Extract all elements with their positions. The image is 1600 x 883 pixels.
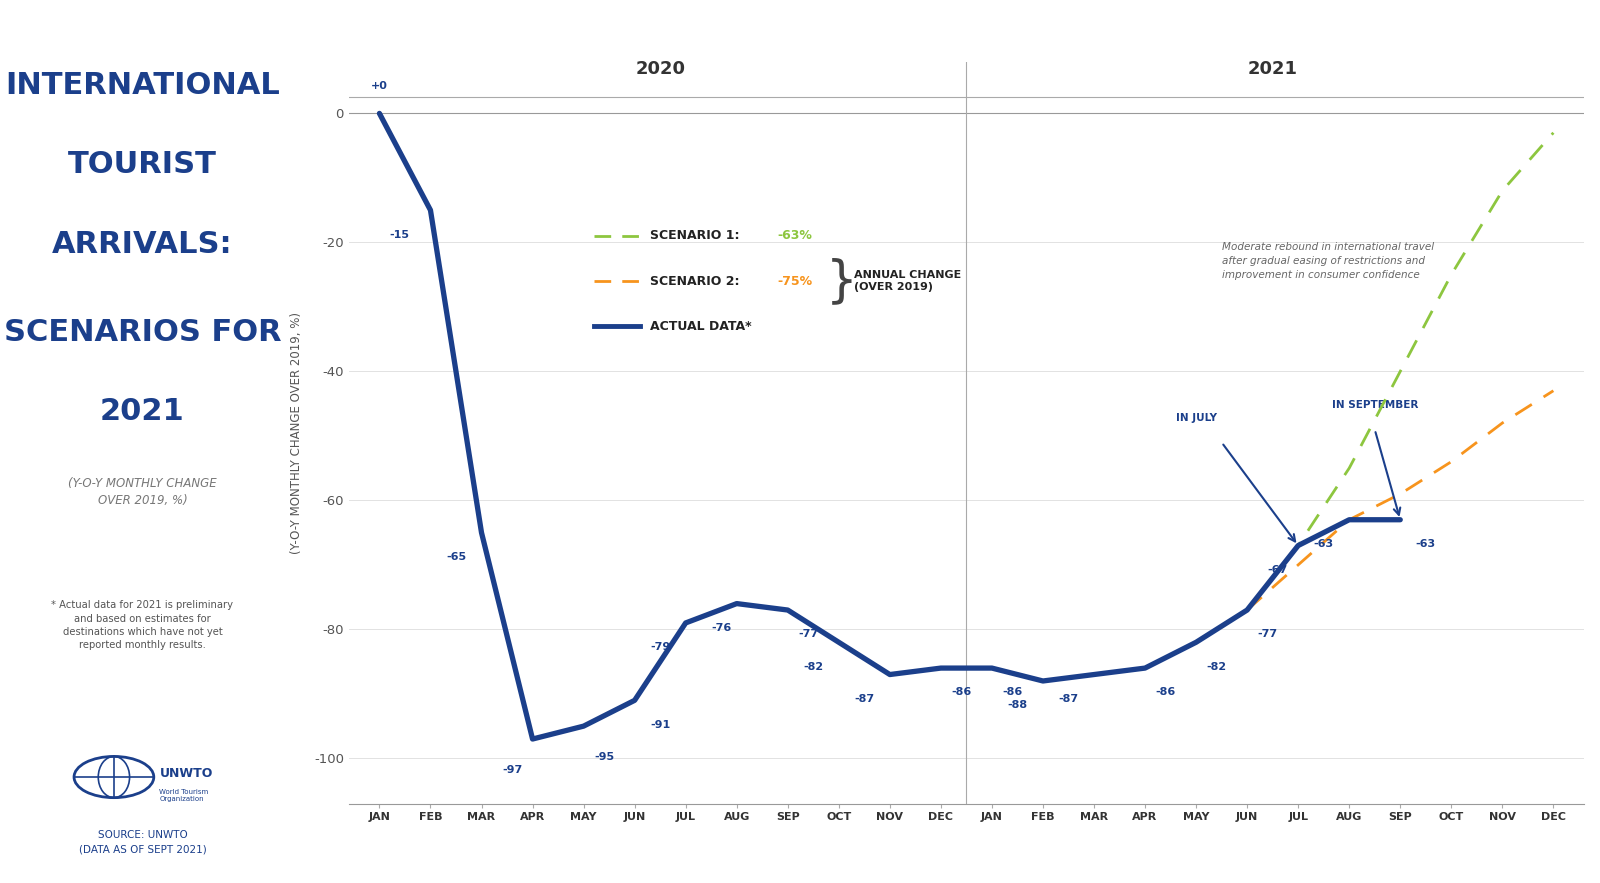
Text: ACTUAL DATA*: ACTUAL DATA* (650, 320, 752, 333)
Text: SOURCE: UNWTO
(DATA AS OF SEPT 2021): SOURCE: UNWTO (DATA AS OF SEPT 2021) (78, 830, 206, 854)
Text: -67: -67 (1267, 565, 1288, 575)
Text: SCENARIO 1:: SCENARIO 1: (650, 230, 739, 243)
Text: (Y-O-Y MONTHLY CHANGE
OVER 2019, %): (Y-O-Y MONTHLY CHANGE OVER 2019, %) (69, 477, 216, 507)
Text: -86: -86 (950, 688, 971, 698)
Text: Moderate rebound in international travel
after gradual easing of restrictions an: Moderate rebound in international travel… (1222, 243, 1434, 281)
Text: -95: -95 (594, 752, 614, 762)
Text: IN JULY: IN JULY (1176, 413, 1216, 423)
Text: -91: -91 (650, 720, 670, 729)
Text: IN SEPTEMBER: IN SEPTEMBER (1331, 400, 1418, 410)
Text: -88: -88 (1008, 700, 1027, 710)
Text: -76: -76 (712, 623, 731, 633)
Text: -97: -97 (502, 765, 522, 774)
Text: -65: -65 (446, 552, 466, 562)
Text: -87: -87 (1059, 694, 1078, 704)
Text: -82: -82 (803, 661, 824, 672)
Text: World Tourism
Organization: World Tourism Organization (160, 789, 208, 802)
Text: INTERNATIONAL: INTERNATIONAL (5, 71, 280, 100)
Text: -63: -63 (1314, 540, 1334, 549)
Text: 2021: 2021 (101, 397, 184, 426)
Text: -77: -77 (798, 630, 818, 639)
Text: +0: +0 (371, 81, 387, 91)
Text: -75%: -75% (778, 275, 813, 288)
Text: -79: -79 (650, 642, 670, 653)
Text: -77: -77 (1258, 630, 1278, 639)
Text: ANNUAL CHANGE
(OVER 2019): ANNUAL CHANGE (OVER 2019) (854, 270, 962, 292)
Text: -63: -63 (1416, 540, 1435, 549)
Y-axis label: (Y-O-Y MONTHLY CHANGE OVER 2019, %): (Y-O-Y MONTHLY CHANGE OVER 2019, %) (290, 312, 302, 554)
Text: ARRIVALS:: ARRIVALS: (53, 230, 232, 259)
Text: }: } (826, 257, 858, 306)
Text: -86: -86 (1155, 688, 1176, 698)
Text: UNWTO: UNWTO (160, 766, 213, 780)
Text: -86: -86 (1002, 688, 1022, 698)
Text: 2020: 2020 (635, 60, 685, 78)
Text: -15: -15 (390, 230, 410, 239)
Text: 2021: 2021 (1248, 60, 1298, 78)
Text: TOURIST: TOURIST (67, 150, 218, 179)
Text: -87: -87 (854, 694, 874, 704)
Text: SCENARIO 2:: SCENARIO 2: (650, 275, 739, 288)
Text: * Actual data for 2021 is preliminary
and based on estimates for
destinations wh: * Actual data for 2021 is preliminary an… (51, 600, 234, 650)
Text: SCENARIOS FOR: SCENARIOS FOR (3, 318, 282, 347)
Text: -63%: -63% (778, 230, 813, 243)
Text: -82: -82 (1206, 661, 1227, 672)
